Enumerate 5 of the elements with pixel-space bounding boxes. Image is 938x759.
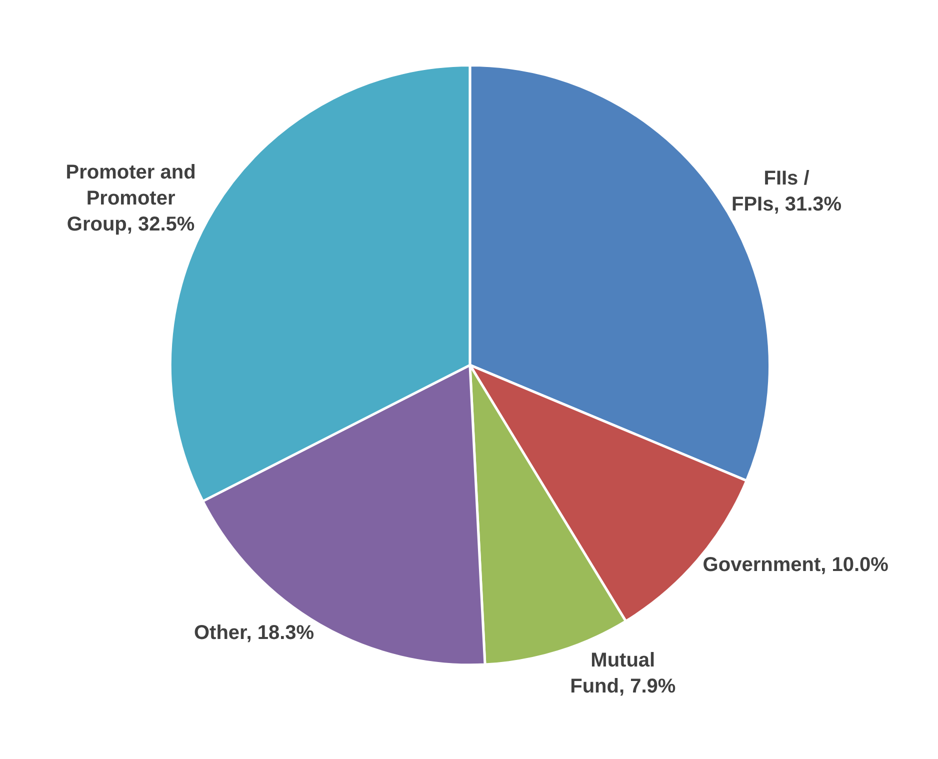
slice-label: Mutual Fund, 7.9% — [570, 650, 676, 698]
slice-label: FIIs / FPIs, 31.3% — [731, 168, 842, 216]
slice-label: Other, 18.3% — [194, 622, 314, 644]
slice-label: Promoter and Promoter Group, 32.5% — [66, 161, 196, 236]
slice-label: Government, 10.0% — [702, 554, 889, 576]
